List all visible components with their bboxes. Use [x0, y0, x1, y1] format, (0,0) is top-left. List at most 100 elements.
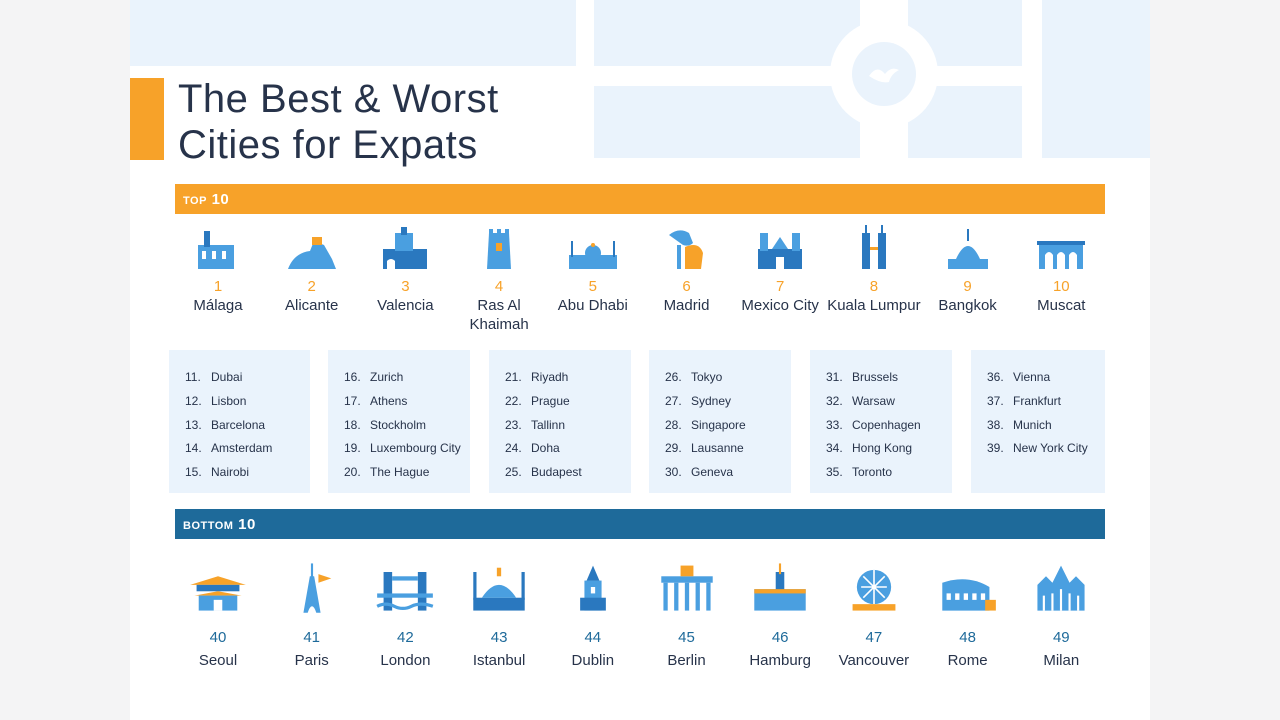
city-name: Bangkok — [938, 297, 997, 314]
list-item-city: Munich — [1013, 417, 1052, 432]
page-title: The Best & Worst Cities for Expats — [178, 77, 499, 167]
list-item: 27. Sydney — [665, 390, 791, 414]
city-paris: 41 Paris — [265, 555, 359, 670]
science-world-dome-icon — [852, 569, 896, 611]
city-rank: 48 — [959, 629, 976, 646]
list-item-city: Warsaw — [852, 393, 895, 408]
ranking-list-column: 31. Brussels 32. Warsaw 33. Copenhagen 34. Hong… — [810, 350, 952, 493]
city-rank: 5 — [588, 278, 597, 295]
list-item-rank: 36. — [987, 370, 1004, 384]
city-hamburg: 46 Hamburg — [733, 555, 827, 670]
list-item-rank: 14. — [185, 441, 202, 456]
city-rank: 42 — [397, 629, 414, 646]
list-item: 14. Amsterdam — [185, 437, 310, 461]
list-item: 16. Zurich — [344, 366, 470, 390]
list-item: 32. Warsaw — [826, 390, 952, 414]
ranking-list-column: 11. Dubai 12. Lisbon 13. Barcelona 14. Amsterda… — [169, 350, 310, 493]
city-name: Seoul — [198, 652, 238, 669]
list-item: 35. Toronto — [826, 461, 952, 485]
list-item: 26. Tokyo — [665, 366, 791, 390]
list-item: 25. Budapest — [505, 461, 631, 485]
alicante-castle-icon — [287, 237, 336, 269]
list-item-city: Tallinn — [531, 417, 566, 432]
list-item-city: Frankfurt — [1013, 393, 1062, 408]
list-item-city: Brussels — [852, 370, 899, 384]
list-item-city: Budapest — [531, 465, 582, 480]
list-item-rank: 22. — [505, 393, 522, 408]
city-london: 42 London — [358, 555, 452, 670]
list-item-rank: 32. — [826, 393, 843, 408]
muscat-palace-icon — [1037, 241, 1086, 269]
list-item: 24. Doha — [505, 437, 631, 461]
city-name: Madrid — [663, 297, 710, 314]
city-rank: 7 — [776, 278, 785, 295]
list-item-rank: 20. — [344, 465, 361, 480]
mexico-city-cathedral-icon — [758, 233, 803, 269]
city-dublin: 44 Dublin — [546, 555, 640, 670]
city-rank: 47 — [865, 629, 883, 646]
list-item-rank: 30. — [665, 465, 682, 480]
city-madrid: 6 Madrid — [640, 222, 734, 315]
list-item: 36. Vienna — [987, 366, 1105, 390]
abu-dhabi-mosque-icon — [568, 241, 617, 269]
city-name: Ras Al Khaimah — [469, 297, 529, 333]
list-item-city: The Hague — [370, 465, 430, 480]
list-item-rank: 21. — [505, 370, 522, 384]
list-item-rank: 23. — [505, 417, 522, 432]
malaga-landmark-icon — [198, 231, 234, 269]
list-item-city: Barcelona — [211, 417, 266, 432]
list-item-city: Lausanne — [691, 441, 744, 456]
hamburg-town-hall-icon — [754, 563, 806, 611]
bangkok-temple-icon — [947, 229, 988, 269]
list-item: 38. Munich — [987, 414, 1105, 438]
city-alicante: 2 Alicante — [265, 222, 359, 315]
title-accent-bar — [130, 78, 164, 160]
city-name: Kuala Lumpur — [827, 297, 921, 314]
city-milan: 49 Milan — [1014, 555, 1108, 670]
city-name: Berlin — [667, 652, 706, 669]
list-item-rank: 16. — [344, 370, 361, 384]
city-rank: 3 — [401, 278, 410, 295]
city-name: Dublin — [571, 652, 615, 669]
bottom-10-header: BOTTOM 10 — [175, 509, 1105, 539]
list-item: 23. Tallinn — [505, 414, 631, 438]
city-name: Alicante — [285, 297, 339, 314]
list-item: 39. New York City — [987, 437, 1105, 461]
list-item-city: Hong Kong — [852, 441, 913, 456]
list-item: 12. Lisbon — [185, 390, 310, 414]
list-item-rank: 33. — [826, 417, 843, 432]
city-rank: 1 — [213, 278, 223, 295]
city-name: Rome — [947, 652, 988, 669]
list-item-city: Luxembourg City — [370, 441, 461, 456]
list-item: 19. Luxembourg City — [344, 437, 470, 461]
list-item-rank: 26. — [665, 370, 682, 384]
city-name: Istanbul — [472, 652, 526, 669]
list-item-city: Singapore — [691, 417, 746, 432]
dublin-church-icon — [579, 565, 606, 611]
list-item-city: Toronto — [852, 465, 893, 480]
list-item: 31. Brussels — [826, 366, 952, 390]
city-rank: 41 — [303, 629, 321, 646]
city-bangkok: 9 Bangkok — [921, 222, 1015, 315]
list-item-rank: 34. — [826, 441, 843, 456]
list-item-rank: 18. — [344, 417, 361, 432]
list-item-rank: 24. — [505, 441, 522, 456]
list-item: 13. Barcelona — [185, 414, 310, 438]
list-item: 21. Riyadh — [505, 366, 631, 390]
ras-al-khaimah-fort-icon — [487, 229, 512, 269]
list-item-city: Lisbon — [211, 393, 247, 408]
tower-bridge-icon — [376, 572, 434, 611]
list-item-city: Riyadh — [531, 370, 569, 384]
list-item-city: New York City — [1013, 441, 1088, 456]
list-item: 20. The Hague — [344, 461, 470, 485]
city-name: Mexico City — [741, 297, 819, 314]
list-item-rank: 38. — [987, 417, 1004, 432]
city-rome: 48 Rome — [921, 555, 1015, 670]
petronas-towers-icon — [861, 225, 886, 269]
city-seoul: 40 Seoul — [171, 555, 265, 670]
city-rank: 45 — [678, 629, 695, 646]
ranking-list-column: 26. Tokyo 27. Sydney 28. Singapore 29. Lausanne… — [649, 350, 791, 493]
city-name: Paris — [294, 652, 329, 669]
list-item-city: Copenhagen — [852, 417, 921, 432]
list-item: 29. Lausanne — [665, 437, 791, 461]
